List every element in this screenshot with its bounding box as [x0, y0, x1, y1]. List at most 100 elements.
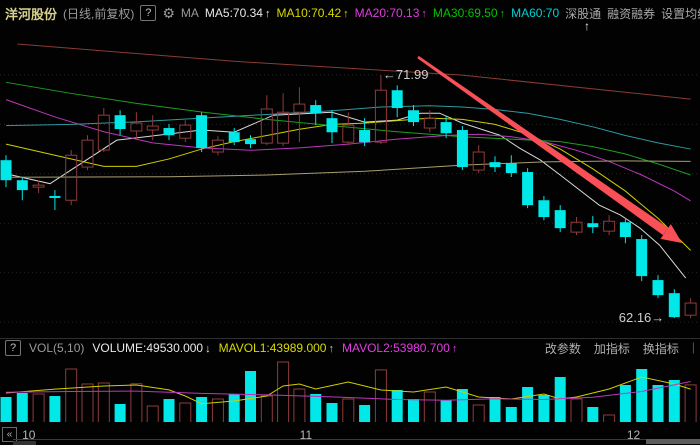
- trend-arrow-shaft[interactable]: [417, 55, 669, 236]
- candle[interactable]: [260, 108, 273, 144]
- volume-bar[interactable]: [49, 396, 61, 422]
- candle[interactable]: [408, 110, 419, 123]
- volume-bar[interactable]: [32, 393, 45, 422]
- candle[interactable]: [49, 196, 61, 199]
- volume-bar[interactable]: [130, 383, 143, 422]
- scrollbar-left-stub[interactable]: [13, 441, 36, 445]
- change-params-button[interactable]: 改参数: [544, 341, 581, 356]
- candle[interactable]: [489, 162, 501, 168]
- volume-bar[interactable]: [570, 398, 583, 422]
- candle[interactable]: [505, 163, 517, 174]
- candle[interactable]: [97, 114, 110, 151]
- volume-bar[interactable]: [342, 398, 355, 422]
- volume-bar[interactable]: [652, 385, 664, 422]
- candle[interactable]: [163, 128, 175, 136]
- volume-bar[interactable]: [245, 371, 256, 422]
- volume-bar[interactable]: [391, 390, 403, 422]
- volume-bar[interactable]: [310, 394, 322, 422]
- gear-icon[interactable]: ⚙: [162, 4, 175, 21]
- candle[interactable]: [391, 90, 403, 109]
- candle[interactable]: [146, 125, 159, 131]
- candle[interactable]: [245, 139, 256, 145]
- volume-bar[interactable]: [489, 397, 501, 422]
- volume-bar[interactable]: [326, 403, 338, 422]
- help-icon[interactable]: ?: [5, 340, 21, 356]
- trend-arrow-head[interactable]: [660, 224, 682, 243]
- candle[interactable]: [130, 122, 143, 132]
- volume-bar[interactable]: [114, 404, 126, 422]
- volume-bar[interactable]: [277, 361, 290, 422]
- candle[interactable]: [603, 220, 616, 232]
- candle[interactable]: [522, 172, 534, 206]
- candle[interactable]: [619, 222, 631, 238]
- volume-bar[interactable]: [423, 391, 436, 422]
- candle[interactable]: [374, 89, 387, 143]
- volume-bar[interactable]: [408, 399, 419, 422]
- candle[interactable]: [423, 117, 436, 129]
- volume-bar[interactable]: [16, 393, 28, 422]
- volume-bar[interactable]: [472, 404, 485, 422]
- link-ma-settings[interactable]: 设置均线: [661, 6, 700, 21]
- volume-bar[interactable]: [211, 398, 224, 422]
- candle[interactable]: [456, 130, 468, 168]
- candle[interactable]: [277, 111, 290, 144]
- candle[interactable]: [342, 124, 355, 143]
- collapse-left-button[interactable]: «: [2, 427, 17, 442]
- candle[interactable]: [65, 154, 78, 201]
- volume-bar[interactable]: [228, 394, 240, 422]
- volume-bar[interactable]: [65, 368, 78, 422]
- link-margin-trading[interactable]: 融资融券: [607, 6, 656, 21]
- scrollbar-handle[interactable]: [646, 439, 700, 444]
- add-indicator-button[interactable]: 加指标: [593, 341, 630, 356]
- volume-bar[interactable]: [97, 382, 110, 422]
- volume-bar[interactable]: [587, 407, 599, 422]
- volume-bar[interactable]: [603, 414, 616, 422]
- volume-bar[interactable]: [538, 395, 550, 422]
- help-icon[interactable]: ?: [140, 5, 157, 21]
- volume-bar[interactable]: [619, 385, 631, 422]
- volume-bar[interactable]: [684, 384, 697, 422]
- candle[interactable]: [196, 115, 208, 149]
- candle[interactable]: [587, 223, 599, 228]
- volume-bar[interactable]: [440, 400, 452, 422]
- candle[interactable]: [440, 122, 452, 134]
- candle[interactable]: [359, 130, 371, 143]
- volume-bar[interactable]: [0, 397, 12, 422]
- candle[interactable]: [554, 210, 566, 229]
- volume-bar[interactable]: [636, 369, 648, 422]
- candle[interactable]: [636, 239, 648, 277]
- candle[interactable]: [652, 280, 664, 296]
- volume-bar[interactable]: [260, 395, 273, 422]
- candle[interactable]: [668, 293, 680, 318]
- candle[interactable]: [16, 180, 28, 191]
- candle[interactable]: [114, 115, 126, 130]
- volume-bar[interactable]: [293, 388, 306, 422]
- candle[interactable]: [684, 302, 697, 316]
- candle[interactable]: [570, 221, 583, 233]
- link-shenzhen-connect[interactable]: 深股通: [565, 6, 602, 21]
- volume-bar[interactable]: [374, 369, 387, 422]
- candle[interactable]: [211, 139, 224, 153]
- candle[interactable]: [472, 151, 485, 171]
- volume-bar[interactable]: [179, 402, 192, 422]
- volume-bar[interactable]: [146, 405, 159, 422]
- volume-bar[interactable]: [668, 380, 680, 422]
- candlestick-chart[interactable]: [0, 26, 700, 338]
- candle[interactable]: [293, 103, 306, 113]
- candle[interactable]: [81, 139, 94, 168]
- volume-bar[interactable]: [522, 387, 534, 422]
- candle[interactable]: [32, 184, 45, 188]
- volume-chart[interactable]: [0, 352, 700, 422]
- volume-bar[interactable]: [456, 389, 468, 422]
- candle[interactable]: [326, 118, 338, 133]
- candle[interactable]: [179, 124, 192, 139]
- candle[interactable]: [228, 132, 240, 143]
- volume-bar[interactable]: [359, 405, 371, 422]
- volume-bar[interactable]: [81, 383, 94, 422]
- candle[interactable]: [310, 105, 322, 114]
- candle[interactable]: [0, 160, 12, 181]
- candle[interactable]: [538, 200, 550, 218]
- volume-bar[interactable]: [196, 397, 208, 422]
- switch-indicator-button[interactable]: 换指标: [642, 341, 679, 356]
- volume-bar[interactable]: [163, 399, 175, 422]
